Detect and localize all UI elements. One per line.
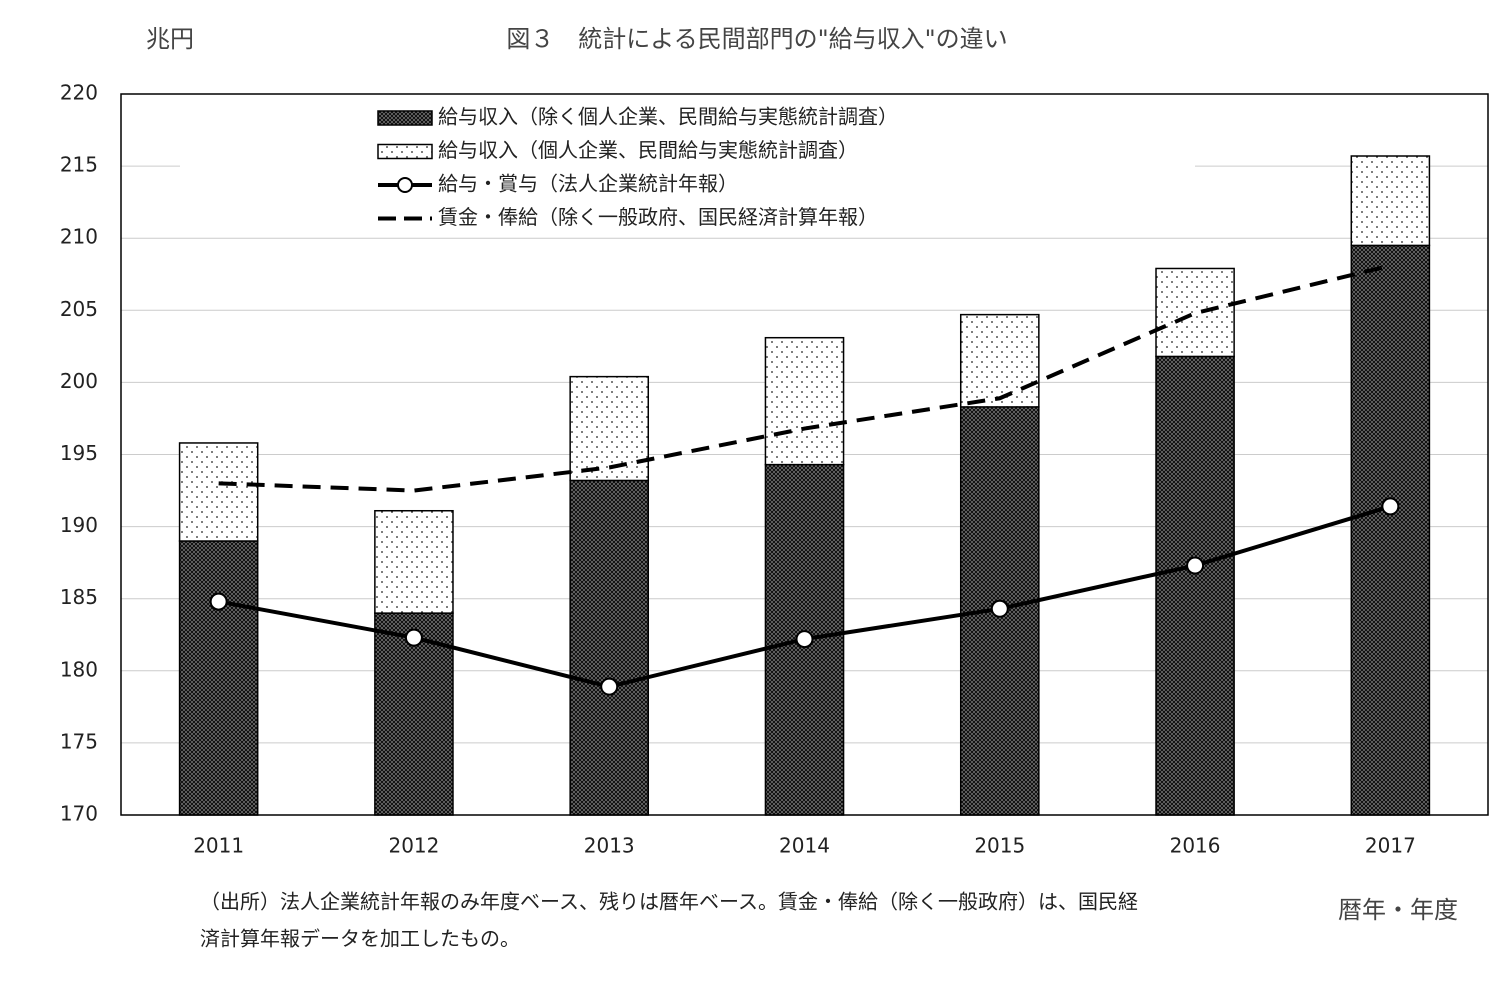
bar xyxy=(1350,244,1431,816)
bar xyxy=(959,313,1040,408)
line xyxy=(218,263,1391,493)
x-tick-label: 2011 xyxy=(193,834,244,858)
x-axis-label: 暦年・年度 xyxy=(1338,896,1458,924)
legend-label: 給与収入（除く個人企業、民間給与実態統計調査） xyxy=(438,105,898,129)
y-tick-label: 220 xyxy=(60,81,98,105)
chart-title: 図３ 統計による民間部門の"給与収入"の違い xyxy=(506,25,1007,53)
bar xyxy=(569,479,650,816)
x-tick-label: 2015 xyxy=(974,834,1025,858)
bar xyxy=(1155,355,1235,816)
marker xyxy=(600,677,619,696)
legend-swatch xyxy=(377,143,433,160)
bar xyxy=(374,612,454,816)
bar xyxy=(1155,267,1235,358)
note: 済計算年報データを加工したもの。 xyxy=(200,927,520,951)
legend-label: 給与収入（個人企業、民間給与実態統計調査） xyxy=(438,138,858,162)
y-tick-label: 170 xyxy=(60,802,98,826)
legend-marker xyxy=(397,177,413,193)
marker xyxy=(1381,497,1400,516)
y-tick-label: 190 xyxy=(60,513,98,537)
legend-box xyxy=(180,100,1195,234)
marker xyxy=(795,630,814,649)
x-tick-label: 2013 xyxy=(584,834,635,858)
y-tick-label: 215 xyxy=(60,153,98,177)
marker xyxy=(990,599,1009,618)
y-tick-label: 200 xyxy=(60,369,98,393)
x-tick-label: 2012 xyxy=(388,834,439,858)
legend-swatch xyxy=(377,110,433,126)
bar xyxy=(1350,155,1431,247)
y-tick-label: 205 xyxy=(60,297,98,321)
plot-frame xyxy=(120,93,1489,816)
y-unit: 兆円 xyxy=(146,25,194,53)
marker xyxy=(209,592,228,611)
y-tick-label: 185 xyxy=(60,585,98,609)
bar xyxy=(569,375,650,482)
bar xyxy=(178,442,259,542)
x-tick-label: 2017 xyxy=(1365,834,1416,858)
x-tick-label: 2016 xyxy=(1170,834,1221,858)
marker xyxy=(404,628,423,647)
legend-label: 給与・賞与（法人企業統計年報） xyxy=(438,172,738,196)
bar xyxy=(374,509,454,614)
bar xyxy=(764,336,845,466)
marker xyxy=(1186,556,1205,575)
y-tick-label: 175 xyxy=(60,729,98,753)
note: （出所）法人企業統計年報のみ年度ベース、残りは暦年ベース。賃金・俸給（除く一般政… xyxy=(200,890,1138,914)
y-tick-label: 180 xyxy=(60,657,98,681)
x-tick-label: 2014 xyxy=(779,834,830,858)
legend-label: 賃金・俸給（除く一般政府、国民経済計算年報） xyxy=(438,205,878,229)
bar xyxy=(178,540,259,816)
y-tick-label: 210 xyxy=(60,225,98,249)
y-tick-label: 195 xyxy=(60,441,98,465)
